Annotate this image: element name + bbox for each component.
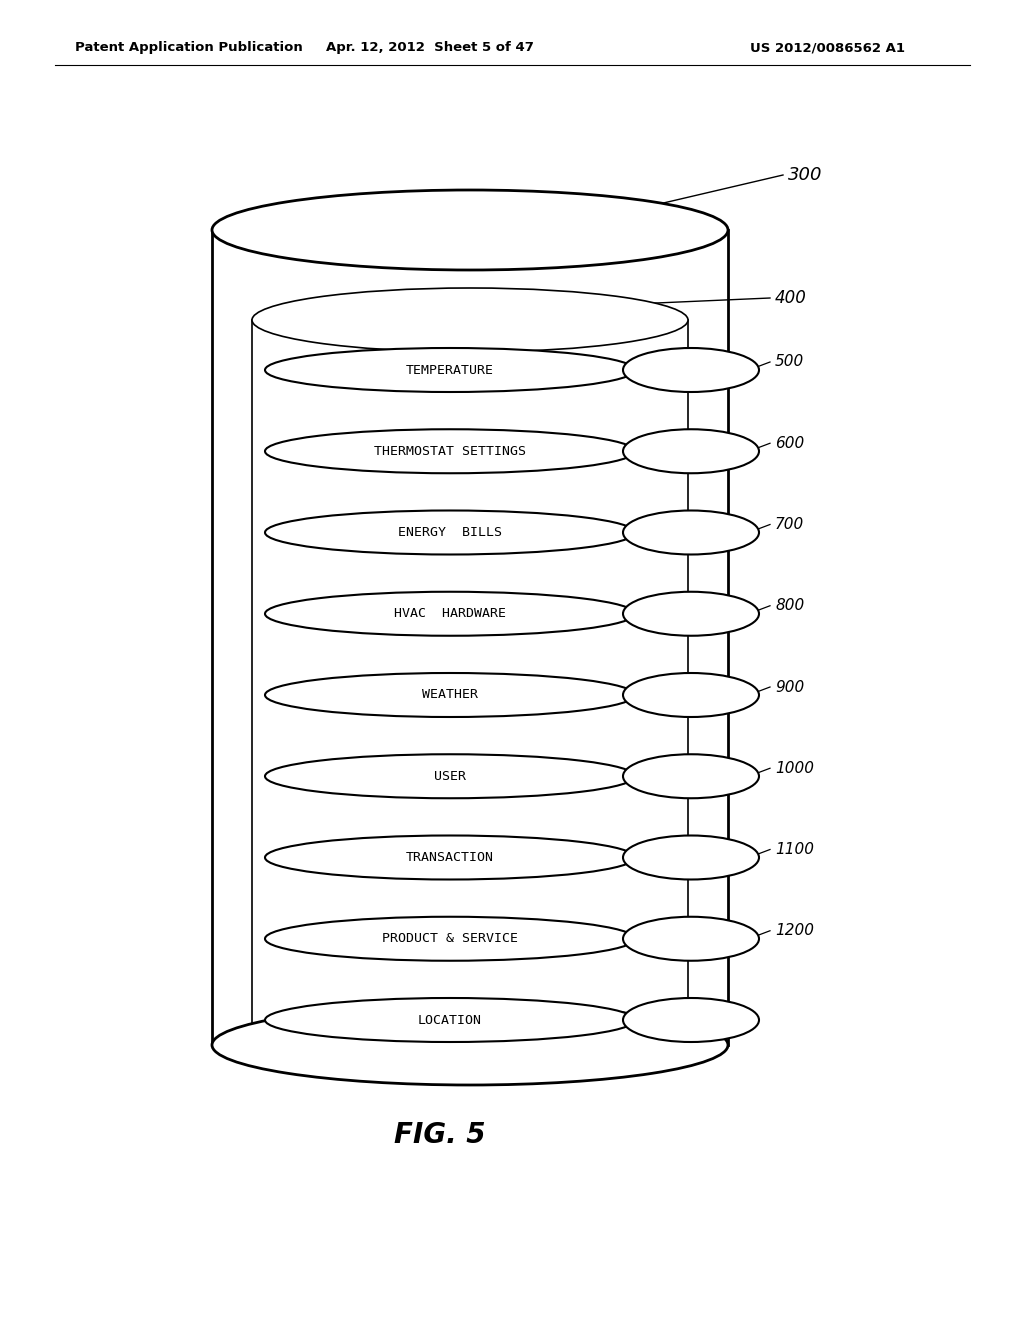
Text: 600: 600 [775,436,804,450]
Text: FIG. 5: FIG. 5 [394,1121,485,1148]
Ellipse shape [623,511,759,554]
Text: LOCATION: LOCATION [418,1014,482,1027]
Ellipse shape [623,917,759,961]
Text: TRANSACTION: TRANSACTION [406,851,494,865]
Text: 700: 700 [775,517,804,532]
Text: US 2012/0086562 A1: US 2012/0086562 A1 [750,41,905,54]
Text: 300: 300 [788,166,822,183]
Ellipse shape [252,288,688,352]
Text: 400: 400 [775,289,807,308]
Ellipse shape [265,998,635,1041]
Ellipse shape [623,591,759,636]
Ellipse shape [623,429,759,474]
Text: USER: USER [434,770,466,783]
Ellipse shape [212,190,728,271]
Ellipse shape [265,429,635,474]
Text: WEATHER: WEATHER [422,689,478,701]
Ellipse shape [265,511,635,554]
Ellipse shape [623,754,759,799]
Text: PRODUCT & SERVICE: PRODUCT & SERVICE [382,932,518,945]
Text: ENERGY  BILLS: ENERGY BILLS [398,525,502,539]
Ellipse shape [265,754,635,799]
Ellipse shape [265,917,635,961]
Text: HVAC  HARDWARE: HVAC HARDWARE [394,607,506,620]
Ellipse shape [265,673,635,717]
Text: 1000: 1000 [775,760,814,776]
Text: Patent Application Publication: Patent Application Publication [75,41,303,54]
Text: 1200: 1200 [775,923,814,939]
Ellipse shape [265,836,635,879]
Ellipse shape [265,591,635,636]
Ellipse shape [623,348,759,392]
Text: TEMPERATURE: TEMPERATURE [406,363,494,376]
Ellipse shape [265,348,635,392]
Text: THERMOSTAT SETTINGS: THERMOSTAT SETTINGS [374,445,526,458]
Text: Apr. 12, 2012  Sheet 5 of 47: Apr. 12, 2012 Sheet 5 of 47 [326,41,534,54]
Ellipse shape [623,836,759,879]
Text: 800: 800 [775,598,804,614]
Text: 500: 500 [775,355,804,370]
Text: 900: 900 [775,680,804,694]
Text: 1100: 1100 [775,842,814,857]
Ellipse shape [623,998,759,1041]
Ellipse shape [623,673,759,717]
Ellipse shape [212,1005,728,1085]
